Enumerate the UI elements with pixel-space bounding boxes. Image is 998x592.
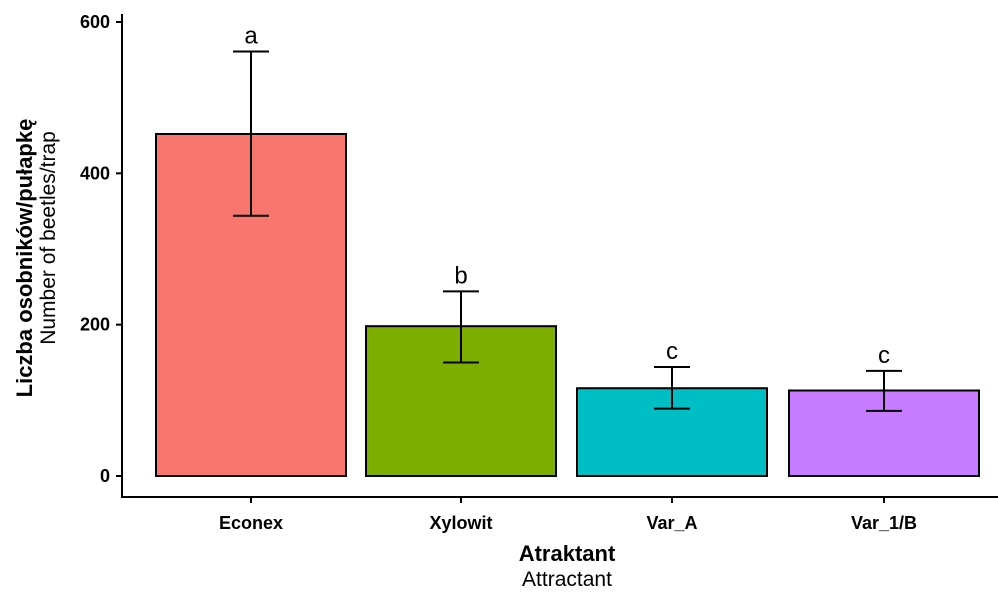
significance-labels: a b c c xyxy=(244,23,890,369)
x-axis-label-sub: Attractant xyxy=(522,568,612,591)
y-axis-label: Liczba osobników/pułapkę xyxy=(12,119,37,398)
y-axis-ticks: 0 200 400 600 xyxy=(80,12,122,486)
x-axis-ticks: Econex Xylowit Var_A Var_1/B xyxy=(219,497,917,533)
x-axis-label: Atraktant xyxy=(519,541,616,566)
x-tick-label: Xylowit xyxy=(429,513,492,533)
x-tick-label: Var_A xyxy=(646,513,697,533)
y-tick-label: 0 xyxy=(100,466,110,486)
error-bars xyxy=(233,50,902,412)
y-tick-label: 600 xyxy=(80,12,110,32)
significance-label: c xyxy=(666,338,678,365)
x-tick-label: Var_1/B xyxy=(851,513,917,533)
y-tick-label: 400 xyxy=(80,163,110,183)
error-bar xyxy=(866,369,902,412)
significance-label: b xyxy=(454,262,467,289)
y-tick-label: 200 xyxy=(80,315,110,335)
significance-label: a xyxy=(244,23,258,50)
bars xyxy=(155,132,980,478)
y-axis-label-sub: Number of beetles/trap xyxy=(37,131,60,345)
error-bar xyxy=(654,366,690,410)
significance-label: c xyxy=(878,342,890,369)
error-bar xyxy=(233,50,269,217)
x-tick-label: Econex xyxy=(219,513,283,533)
error-bar xyxy=(443,290,479,364)
